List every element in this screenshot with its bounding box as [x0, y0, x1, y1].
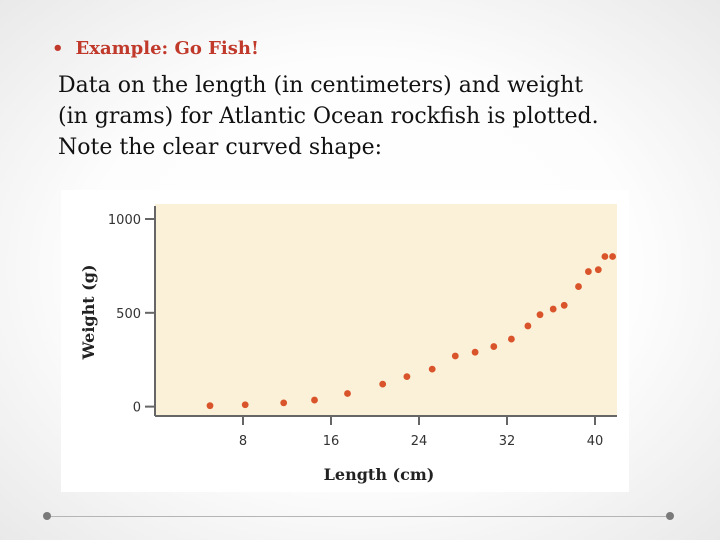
- data-point: [280, 399, 288, 407]
- data-point: [471, 348, 479, 356]
- axes: [154, 206, 617, 417]
- y-tick-label: 500: [116, 307, 141, 322]
- data-point: [524, 322, 532, 330]
- scatter-chart: 0 500 1000 8 16 24 32 40 Length (cm) Weight (g): [79, 204, 617, 484]
- body-line: (in grams) for Atlantic Ocean rockfish i…: [58, 104, 599, 129]
- data-point: [560, 301, 568, 309]
- data-point: [594, 266, 602, 274]
- body-line: Data on the length (in centimeters) and …: [58, 73, 584, 98]
- x-tick-label: 32: [499, 434, 516, 449]
- corner-dot-right: [666, 512, 674, 520]
- data-point: [609, 253, 616, 260]
- data-point: [206, 402, 214, 410]
- x-tick-label: 24: [411, 434, 428, 449]
- data-point: [536, 311, 544, 319]
- slide-heading: • Example: Go Fish!: [52, 38, 259, 59]
- data-point: [428, 365, 436, 373]
- x-axis-label: Length (cm): [324, 465, 435, 484]
- chart-container: 0 500 1000 8 16 24 32 40 Length (cm) Weight (g): [61, 190, 629, 492]
- data-point: [451, 352, 459, 360]
- body-text: Data on the length (in centimeters) and …: [58, 70, 698, 163]
- data-point: [344, 390, 351, 397]
- data-point: [549, 305, 557, 313]
- data-point: [585, 268, 592, 275]
- plot-area: [155, 204, 617, 416]
- x-tick-label: 16: [323, 434, 340, 449]
- data-points: [206, 253, 616, 410]
- ticks: 0 500 1000 8 16 24 32 40: [108, 213, 603, 449]
- data-point: [508, 335, 515, 343]
- data-point: [403, 373, 411, 381]
- heading-text: Example: Go Fish!: [75, 38, 259, 59]
- data-point: [241, 401, 249, 409]
- bullet-icon: •: [52, 38, 64, 59]
- corner-dot-left: [43, 512, 51, 520]
- data-point: [490, 343, 498, 350]
- y-axis-label: Weight (g): [79, 264, 98, 360]
- body-line: Note the clear curved shape:: [58, 135, 382, 160]
- data-point: [601, 253, 609, 260]
- data-point: [311, 396, 318, 404]
- y-tick-label: 0: [133, 401, 141, 416]
- bottom-divider: [50, 516, 670, 517]
- data-point: [379, 380, 387, 388]
- data-point: [575, 283, 582, 290]
- y-tick-label: 1000: [108, 213, 141, 228]
- x-tick-label: 8: [239, 434, 247, 449]
- x-tick-label: 40: [587, 434, 604, 449]
